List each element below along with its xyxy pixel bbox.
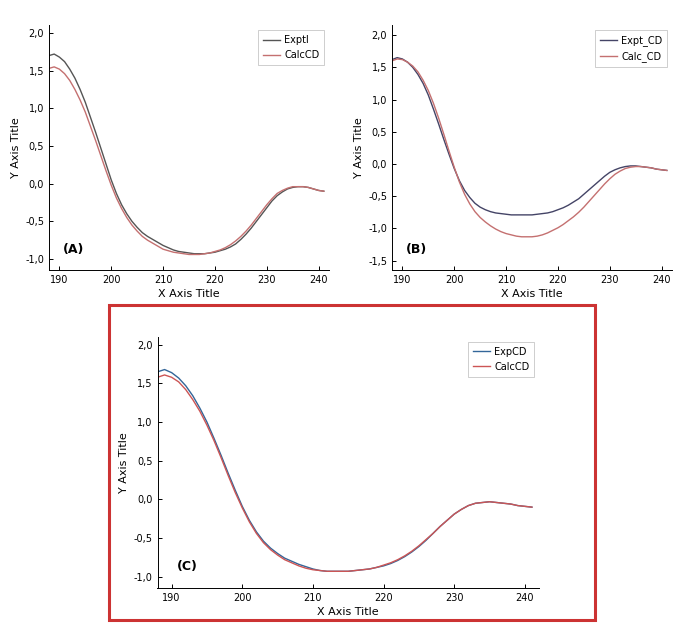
Exptl (206, 249, 214, 257)
CalcCD (221, 244, 230, 251)
CalcCD (153, 373, 162, 381)
CalcCD (216, 246, 224, 254)
Expt_CD (564, 202, 573, 209)
ExpCD (224, 469, 232, 477)
CalcCD (372, 563, 381, 571)
Exptl (190, 250, 198, 258)
Line: ExpCD: ExpCD (158, 370, 532, 571)
Calc_CD (517, 233, 526, 240)
CalcCD (97, 152, 105, 160)
CalcCD (185, 251, 193, 258)
Exptl (50, 50, 58, 58)
Calc_CD (564, 217, 573, 225)
CalcCD (241, 227, 250, 235)
CalcCD (45, 65, 53, 73)
ExpCD (153, 368, 162, 376)
Expt_CD (507, 211, 515, 219)
CalcCD (302, 564, 310, 572)
ExpCD (160, 366, 169, 373)
Text: (A): (A) (63, 242, 85, 256)
Exptl (154, 238, 162, 246)
Expt_CD (663, 167, 671, 174)
CalcCD (206, 249, 214, 257)
Y-axis label: Y Axis Title: Y Axis Title (354, 118, 364, 178)
Calc_CD (559, 221, 567, 228)
Text: (C): (C) (176, 560, 197, 573)
CalcCD (320, 188, 328, 195)
CalcCD (50, 63, 58, 71)
Calc_CD (663, 167, 671, 174)
Line: Calc_CD: Calc_CD (392, 59, 667, 237)
CalcCD (393, 556, 402, 563)
Calc_CD (497, 228, 505, 235)
ExpCD (372, 563, 381, 571)
CalcCD (323, 567, 331, 575)
Expt_CD (440, 135, 448, 143)
Y-axis label: Y Axis Title: Y Axis Title (11, 118, 21, 178)
Calc_CD (393, 55, 401, 63)
Expt_CD (497, 210, 505, 218)
Legend: Exptl, CalcCD: Exptl, CalcCD (258, 31, 324, 65)
ExpCD (393, 556, 402, 564)
Calc_CD (549, 226, 557, 234)
ExpCD (302, 563, 310, 570)
Calc_CD (584, 198, 593, 205)
ExpCD (528, 503, 536, 511)
Expt_CD (549, 208, 557, 216)
X-axis label: X Axis Title: X Axis Title (501, 289, 563, 300)
Exptl (216, 247, 224, 254)
Line: Expt_CD: Expt_CD (392, 58, 667, 215)
Expt_CD (559, 204, 567, 212)
X-axis label: X Axis Title: X Axis Title (158, 289, 220, 300)
Expt_CD (584, 186, 593, 193)
Expt_CD (388, 56, 396, 64)
Y-axis label: Y Axis Title: Y Axis Title (120, 432, 130, 493)
CalcCD (160, 371, 169, 379)
Exptl (241, 230, 250, 238)
ExpCD (323, 567, 331, 575)
CalcCD (422, 536, 430, 543)
Exptl (45, 52, 53, 59)
Legend: Expt_CD, Calc_CD: Expt_CD, Calc_CD (595, 31, 667, 67)
Expt_CD (393, 54, 401, 62)
CalcCD (224, 472, 232, 480)
Calc_CD (440, 130, 448, 138)
Line: CalcCD: CalcCD (49, 67, 324, 254)
Text: (B): (B) (406, 242, 427, 256)
CalcCD (528, 503, 536, 511)
Exptl (320, 188, 328, 195)
Calc_CD (388, 57, 396, 65)
Legend: ExpCD, CalcCD: ExpCD, CalcCD (468, 342, 534, 377)
CalcCD (386, 559, 395, 567)
ExpCD (422, 537, 430, 544)
X-axis label: X Axis Title: X Axis Title (317, 607, 379, 618)
Line: CalcCD: CalcCD (158, 375, 532, 571)
ExpCD (386, 560, 395, 567)
Exptl (97, 144, 105, 152)
Line: Exptl: Exptl (49, 54, 324, 254)
Exptl (221, 245, 230, 253)
CalcCD (154, 242, 162, 250)
